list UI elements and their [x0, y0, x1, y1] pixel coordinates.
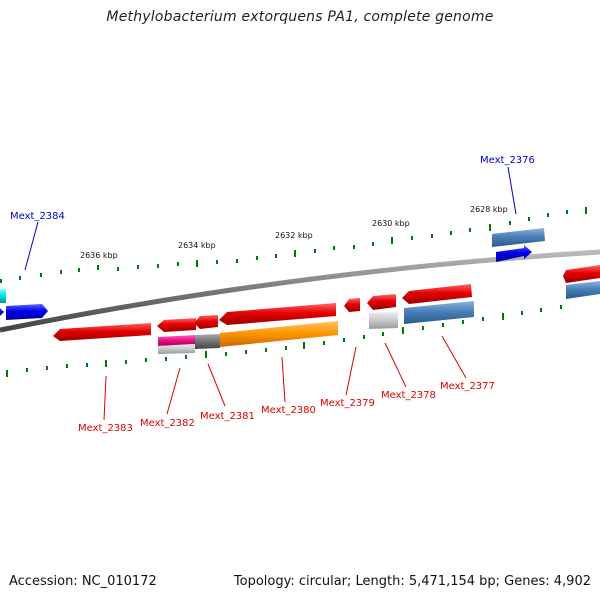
gene-label-mext-2378[interactable]: Mext_2378	[381, 390, 436, 401]
inner-tick-ring	[6, 305, 562, 377]
gene-right-edge-arrows[interactable]	[563, 265, 600, 299]
leader-lines	[24, 166, 517, 421]
gene-label-mext-2383[interactable]: Mext_2383	[78, 423, 133, 434]
gene-label-mext-2384[interactable]: Mext_2384	[10, 211, 65, 222]
gene-mext-2379-arrow[interactable]	[344, 298, 360, 312]
gene-mext-2380-arrow[interactable]	[219, 303, 338, 347]
gene-label-mext-2381[interactable]: Mext_2381	[200, 411, 255, 422]
gene-label-mext-2380[interactable]: Mext_2380	[261, 405, 316, 416]
gene-label-mext-2377[interactable]: Mext_2377	[440, 381, 495, 392]
kbp-label-2632: 2632 kbp	[275, 231, 313, 240]
genome-backbone	[0, 249, 600, 333]
gene-mext-2383-arrow[interactable]	[53, 323, 151, 341]
gene-label-mext-2379[interactable]: Mext_2379	[320, 398, 375, 409]
gene-label-mext-2376[interactable]: Mext_2376	[480, 155, 535, 166]
kbp-label-2630: 2630 kbp	[372, 219, 410, 228]
gene-mext-2382-arrow[interactable]	[157, 318, 196, 354]
gene-label-mext-2382[interactable]: Mext_2382	[140, 418, 195, 429]
gene-mext-2384-arrow[interactable]	[0, 289, 48, 320]
kbp-label-2636: 2636 kbp	[80, 251, 118, 260]
gene-mext-2381-arrow[interactable]	[194, 315, 220, 349]
kbp-label-2634: 2634 kbp	[178, 241, 216, 250]
accession-text: Accession: NC_010172	[9, 574, 157, 589]
gene-mext-2376-arrow[interactable]	[492, 228, 545, 262]
map-title: Methylobacterium extorquens PA1, complet…	[106, 9, 494, 25]
kbp-label-2628: 2628 kbp	[470, 205, 508, 214]
genome-summary-text: Topology: circular; Length: 5,471,154 bp…	[233, 574, 591, 589]
outer-tick-ring	[0, 207, 587, 283]
gene-mext-2377-arrow[interactable]	[402, 284, 474, 324]
gene-mext-2378-arrow[interactable]	[367, 294, 398, 329]
